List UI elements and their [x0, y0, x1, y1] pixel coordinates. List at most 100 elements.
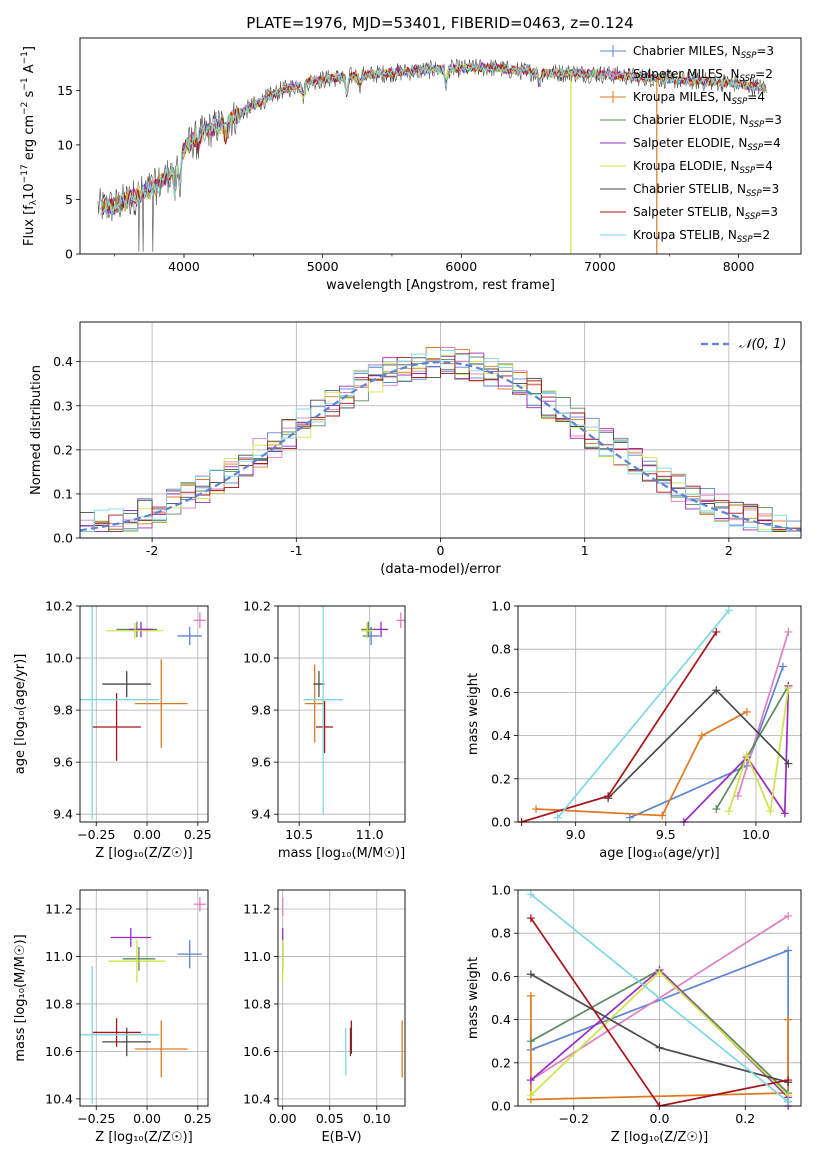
- errorbar-point: [110, 927, 152, 947]
- errorbar-point: [108, 939, 166, 983]
- errorbar-point: [106, 622, 164, 639]
- errorbar-point: [128, 621, 154, 638]
- x-tick-label: 10.0: [742, 827, 770, 842]
- x-tick-label: 1: [581, 543, 589, 558]
- weight-marker-kroupa_elodie: [784, 684, 793, 693]
- errorbar-point: [80, 606, 160, 820]
- y-tick-label: 10.6: [243, 1044, 271, 1059]
- x-tick-label: 0: [437, 543, 445, 558]
- y-tick-label: 0.6: [491, 685, 511, 700]
- x-axis-label: age [log₁₀(age/yr)]: [599, 846, 720, 861]
- axes-mass_weight_vs_age: 9.0 9.5 10.0 0.0 0.2 0.4 0.6 0.8 1.0 age [log₁₀(a…: [466, 599, 802, 861]
- y-axis-label: Flux [fλ10−17 erg cm−2 s−1 A−1]: [20, 46, 39, 246]
- x-tick-label: 10.5: [285, 827, 313, 842]
- weight-marker-kroupa_stelib: [553, 813, 562, 822]
- errorbar-point: [92, 1018, 141, 1047]
- errorbar-point: [177, 939, 202, 969]
- errorbar-point: [303, 606, 343, 815]
- y-tick-label: 0.2: [53, 442, 73, 457]
- y-tick-label: 0.8: [491, 926, 511, 941]
- y-tick-label: 0.2: [491, 771, 511, 786]
- weight-marker-kroupa_elodie: [724, 807, 733, 816]
- y-tick-label: 5: [65, 192, 73, 207]
- errorbar-point: [134, 659, 188, 748]
- y-tick-label: 0.4: [491, 728, 511, 743]
- legend-label: Chabrier ELODIE, NSSP=3: [633, 113, 782, 130]
- y-tick-label: 10.0: [243, 651, 271, 666]
- legend-label: 𝒩(0, 1): [739, 337, 786, 352]
- y-tick-label: 0.4: [491, 1012, 511, 1027]
- axes-frame: [277, 605, 406, 823]
- weight-marker-salpeter_miles: [733, 792, 742, 801]
- y-axis-label: age [log₁₀(age/yr)]: [13, 654, 28, 775]
- x-tick-label: -1: [290, 543, 302, 558]
- y-axis-label: Normed distribution: [29, 365, 44, 495]
- y-tick-label: 0.0: [53, 531, 73, 546]
- normal-curve: [79, 360, 802, 532]
- x-axis-label: wavelength [Angstrom, rest frame]: [326, 278, 555, 293]
- x-tick-label: 6000: [445, 259, 477, 274]
- legend-label: Salpeter ELODIE, NSSP=4: [633, 136, 781, 153]
- y-tick-label: 10: [57, 137, 73, 152]
- x-tick-label: 0.00: [269, 1111, 297, 1126]
- spectrum-line-salpeter_elodie: [100, 62, 767, 216]
- weight-marker-salpeter_stelib: [784, 1076, 793, 1085]
- y-axis-label: mass [log₁₀(M/M☉)]: [13, 934, 28, 1061]
- y-tick-label: 0.3: [53, 398, 73, 413]
- x-axis-label: Z [log₁₀(Z/Z☉)]: [611, 1130, 708, 1145]
- legend-label: Salpeter MILES, NSSP=2: [633, 67, 773, 84]
- x-axis-label: Z [log₁₀(Z/Z☉)]: [95, 846, 192, 861]
- weight-marker-chabrier_stelib: [655, 1043, 664, 1052]
- weight-marker-salpeter_miles: [784, 911, 793, 920]
- y-tick-label: 9.4: [53, 807, 73, 822]
- weight-line-chabrier_miles: [629, 666, 784, 819]
- axes-frame: [79, 321, 802, 539]
- weight-marker-kroupa_elodie: [766, 807, 775, 816]
- errorbar-point: [80, 965, 160, 1104]
- weight-marker-salpeter_elodie: [780, 809, 789, 818]
- x-tick-label: 4000: [168, 259, 200, 274]
- x-tick-label: 2: [725, 543, 733, 558]
- y-tick-label: 11.2: [45, 901, 73, 916]
- axes-age_vs_Z: −0.25 0.00 0.25 9.4 9.6 9.8 10.0 10.2 Z [log₁₀(Z…: [13, 599, 212, 862]
- weight-line-salpeter_miles: [737, 631, 790, 797]
- legend-label: Chabrier STELIB, NSSP=3: [633, 182, 779, 199]
- errorbar-point: [361, 622, 373, 639]
- x-tick-label: 0.00: [133, 827, 161, 842]
- x-axis-label: E(B-V): [321, 1130, 361, 1145]
- y-tick-label: 10.4: [45, 1091, 73, 1106]
- y-tick-label: 0.8: [491, 642, 511, 657]
- x-tick-label: -2: [146, 543, 158, 558]
- weight-marker-kroupa_stelib: [724, 606, 733, 615]
- x-tick-label: −0.25: [77, 827, 115, 842]
- x-tick-label: 0.25: [184, 827, 212, 842]
- errorbar-point: [304, 664, 325, 743]
- weight-marker-salpeter_stelib: [604, 792, 613, 801]
- weight-line-kroupa_miles: [530, 995, 789, 1101]
- y-tick-label: 1.0: [491, 883, 511, 898]
- y-tick-label: 9.6: [251, 755, 271, 770]
- y-tick-label: 10.4: [243, 1091, 271, 1106]
- y-tick-label: 0.4: [53, 354, 73, 369]
- weight-marker-chabrier_miles: [625, 813, 634, 822]
- weight-marker-salpeter_elodie: [526, 1076, 535, 1085]
- weight-marker-chabrier_stelib: [784, 759, 793, 768]
- y-tick-label: 9.8: [251, 703, 271, 718]
- errorbar-point: [134, 1020, 188, 1078]
- x-tick-label: 8000: [723, 259, 755, 274]
- x-tick-label: 5000: [307, 259, 339, 274]
- axes-frame: [277, 889, 406, 1107]
- weight-line-kroupa_miles: [535, 711, 748, 817]
- weight-marker-kroupa_elodie: [742, 751, 751, 760]
- axes-residuals: -2 -1 0 1 2 0.0 0.1 0.2 0.3 0.4 (data-model)/error…: [29, 321, 802, 577]
- y-tick-label: 10.6: [45, 1044, 73, 1059]
- x-tick-label: 9.0: [566, 827, 586, 842]
- y-axis-label: mass weight: [466, 957, 481, 1039]
- y-tick-label: 10.2: [243, 599, 271, 614]
- weight-marker-salpeter_miles: [784, 627, 793, 636]
- errorbar-point: [396, 612, 405, 629]
- x-axis-label: mass [log₁₀(M/M☉)]: [278, 846, 405, 861]
- axes-mass_weight_vs_Z: −0.2 0.0 0.2 0.0 0.2 0.4 0.6 0.8 1.0 Z [log₁₀(Z/Z…: [466, 883, 802, 1145]
- spectrum-line-chabrier_stelib: [97, 58, 767, 252]
